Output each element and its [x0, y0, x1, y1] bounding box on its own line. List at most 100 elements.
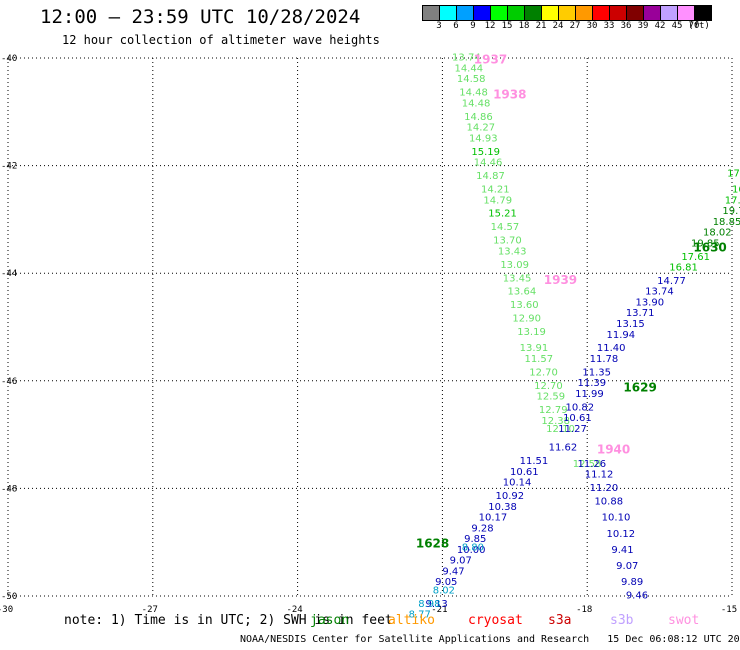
- swh-value: 12.58: [573, 459, 602, 470]
- swh-value: 11.57: [524, 354, 553, 365]
- swh-value: 17: [727, 168, 740, 179]
- lon-tick-label: -21: [431, 605, 447, 615]
- swh-value: 13.09: [500, 260, 529, 271]
- swh-value: 13.74: [645, 287, 674, 298]
- swh-value: 10.61: [510, 467, 539, 478]
- swh-value: 13.60: [510, 300, 539, 311]
- swh-value: 11.27: [558, 424, 587, 435]
- legend-label: 15: [501, 21, 513, 31]
- swh-value: 12.10: [546, 424, 575, 435]
- satellite-name: s3b: [610, 613, 634, 628]
- swh-value: 13.45: [503, 273, 532, 284]
- swh-value: 9.85: [464, 534, 486, 545]
- swh-value: 17.6: [725, 195, 740, 206]
- legend-label: 21: [535, 21, 547, 31]
- lat-tick-label: -50: [1, 592, 17, 602]
- swh-value: 19.85: [691, 238, 720, 249]
- lon-tick-label: -30: [0, 605, 13, 615]
- swh-value: 14.58: [457, 74, 486, 85]
- swh-value: 14.93: [469, 133, 498, 144]
- swh-value: 10.17: [479, 513, 508, 524]
- swh-value: 12.90: [512, 314, 541, 325]
- swh-value: 13.91: [520, 343, 549, 354]
- swh-value: 10.10: [602, 513, 631, 524]
- swh-value: 8.98: [418, 599, 440, 610]
- legend-label: 39: [637, 21, 649, 31]
- lat-tick-label: -46: [1, 377, 17, 387]
- satellite-name: swot: [668, 613, 700, 628]
- lon-tick-label: -27: [142, 605, 158, 615]
- swh-value: 9.89: [621, 577, 643, 588]
- pass-time-label: 1629: [623, 381, 656, 395]
- map-title: 12:00 — 23:59 UTC 10/28/2024: [40, 6, 361, 28]
- swh-value: 14.46: [474, 158, 503, 169]
- pass-time-label: 1939: [544, 273, 577, 287]
- swh-value: 15.19: [471, 147, 500, 158]
- lon-tick-label: -15: [721, 605, 737, 615]
- swh-value: 18.85: [713, 217, 740, 228]
- swh-value: 9.46: [626, 591, 648, 602]
- legend-label: 70: [688, 21, 700, 31]
- swh-value: 8.80: [462, 542, 484, 553]
- swh-value: 13.15: [616, 319, 645, 330]
- swh-value: 12.79: [539, 405, 568, 416]
- swh-value: 9.28: [471, 523, 493, 534]
- swh-value: 8.02: [433, 585, 455, 596]
- swh-value: 14.57: [491, 222, 520, 233]
- credit-text: NOAA/NESDIS Center for Satellite Applica…: [240, 634, 740, 645]
- legend-label: 6: [453, 21, 459, 31]
- swh-value: 14.48: [459, 88, 488, 99]
- satellite-name: cryosat: [468, 613, 523, 628]
- legend-label: 3: [436, 21, 442, 31]
- swh-value: 12.38: [541, 416, 570, 427]
- pass-time-label: 1940: [597, 442, 630, 456]
- swh-value: 12.59: [537, 392, 566, 403]
- swh-value: 12.70: [529, 367, 558, 378]
- swh-value: 13.64: [508, 287, 537, 298]
- lat-tick-label: -40: [1, 54, 17, 64]
- swh-value: 11.39: [578, 378, 607, 389]
- swh-value: 11.62: [549, 443, 578, 454]
- swh-value: 9.13: [426, 599, 448, 610]
- lat-tick-label: -44: [1, 269, 17, 279]
- swh-value: 15.21: [488, 209, 517, 220]
- swh-value: 14.87: [476, 171, 505, 182]
- legend-label: 24: [552, 21, 564, 31]
- lon-tick-label: -18: [576, 605, 592, 615]
- lon-tick-label: -24: [286, 605, 302, 615]
- swh-value: 13.70: [493, 236, 522, 247]
- swh-value: 12.70: [534, 381, 563, 392]
- swh-value: 9.07: [616, 561, 638, 572]
- legend-label: 12: [484, 21, 496, 31]
- legend-label: 45: [671, 21, 683, 31]
- legend-swatch: [694, 5, 712, 21]
- swh-value: 13.71: [626, 308, 655, 319]
- swh-value: 16.6: [732, 185, 740, 196]
- pass-time-label: 1937: [474, 52, 507, 66]
- swh-value: 10.14: [503, 478, 532, 489]
- swh-value: 11.51: [520, 456, 549, 467]
- legend-label: 42: [654, 21, 666, 31]
- swh-value: 8.77: [409, 610, 431, 621]
- swh-value: 10.92: [495, 491, 524, 502]
- satellite-name: jason: [310, 613, 350, 628]
- swh-value: 11.78: [590, 354, 619, 365]
- swh-value: 14.86: [464, 112, 493, 123]
- lat-tick-label: -48: [1, 484, 17, 494]
- swh-value: 19.77: [722, 206, 740, 217]
- swh-value: 16.81: [669, 263, 698, 274]
- legend-label: 27: [569, 21, 581, 31]
- swh-value: 9.47: [442, 566, 464, 577]
- swh-value: 18.02: [703, 228, 732, 239]
- swh-value: 10.00: [457, 545, 486, 556]
- swh-value: 9.05: [435, 577, 457, 588]
- swh-value: 11.35: [582, 367, 611, 378]
- swh-value: 14.48: [462, 98, 491, 109]
- swh-value: 10.61: [563, 413, 592, 424]
- swh-value: 14.79: [483, 195, 512, 206]
- swh-value: 11.26: [578, 459, 607, 470]
- pass-time-label: 1630: [693, 241, 726, 255]
- legend-label: 18: [518, 21, 530, 31]
- swh-value: 14.27: [467, 123, 496, 134]
